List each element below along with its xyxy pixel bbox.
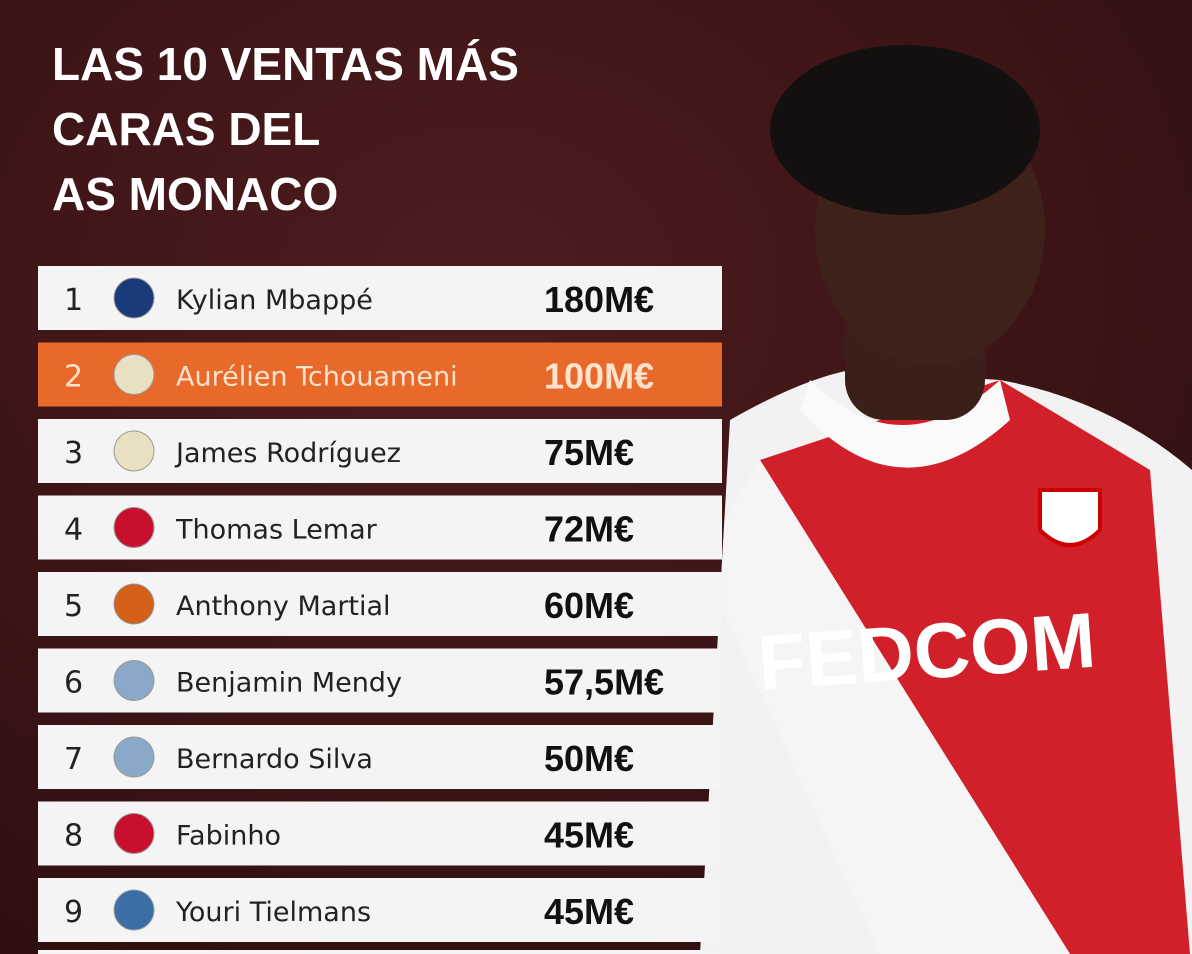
club-logo — [113, 277, 155, 319]
table-row: 1 Kylian Mbappé 180M€ — [38, 266, 722, 330]
title-line: LAS 10 VENTAS MÁS — [52, 38, 519, 90]
fee: 75M€ — [544, 432, 634, 473]
table-row: 4 Thomas Lemar 72M€ — [38, 495, 722, 560]
fee: 57,5M€ — [544, 662, 664, 703]
fee: 60M€ — [544, 585, 634, 626]
title: LAS 10 VENTAS MÁS CARAS DEL AS MONACO — [52, 38, 519, 220]
table-row: 2 Aurélien Tchouameni 100M€ — [38, 342, 722, 407]
row-partial — [38, 950, 722, 954]
player-name: Anthony Martial — [176, 591, 391, 622]
player-name: Fabinho — [176, 821, 281, 852]
club-logo — [113, 507, 155, 548]
title-line: CARAS DEL — [52, 103, 320, 155]
rank: 8 — [64, 819, 83, 854]
fee: 72M€ — [544, 509, 634, 550]
rank: 2 — [64, 360, 83, 395]
rank: 5 — [64, 589, 83, 624]
fee: 180M€ — [544, 279, 654, 320]
player-name: James Rodríguez — [174, 438, 401, 469]
club-logo — [113, 354, 155, 395]
table-row: 8 Fabinho 45M€ — [38, 801, 722, 866]
rank: 6 — [64, 666, 83, 701]
ranking-table: 1 Kylian Mbappé 180M€ 2 Aurélien Tchouameni 1… — [38, 266, 722, 942]
player-name: Benjamin Mendy — [176, 668, 402, 699]
table-row: 3 James Rodríguez 75M€ — [38, 419, 722, 483]
club-logo — [113, 813, 155, 854]
rank: 4 — [64, 513, 83, 548]
rank: 9 — [64, 895, 83, 930]
player-name: Youri Tielmans — [175, 897, 371, 928]
table-row: 9 Youri Tielmans 45M€ — [38, 878, 722, 942]
player-photo: FEDCOM — [700, 45, 1192, 954]
club-logo — [113, 430, 155, 472]
club-logo — [113, 660, 155, 701]
player-name: Thomas Lemar — [175, 515, 378, 546]
player-name: Aurélien Tchouameni — [176, 362, 458, 393]
club-logo — [113, 736, 155, 778]
club-logo — [113, 889, 155, 931]
fee: 50M€ — [544, 738, 634, 779]
player-name: Bernardo Silva — [176, 744, 373, 775]
rank: 1 — [64, 283, 83, 318]
fee: 100M€ — [544, 356, 654, 397]
fee: 45M€ — [544, 815, 634, 856]
rank: 3 — [64, 436, 83, 471]
title-line: AS MONACO — [52, 168, 338, 220]
rank: 7 — [64, 742, 83, 777]
fee: 45M€ — [544, 891, 634, 932]
table-row: 7 Bernardo Silva 50M€ — [38, 725, 722, 789]
table-row: 6 Benjamin Mendy 57,5M€ — [38, 648, 722, 713]
player-name: Kylian Mbappé — [176, 285, 373, 316]
table-row: 5 Anthony Martial 60M€ — [38, 572, 722, 636]
club-logo — [113, 583, 155, 625]
